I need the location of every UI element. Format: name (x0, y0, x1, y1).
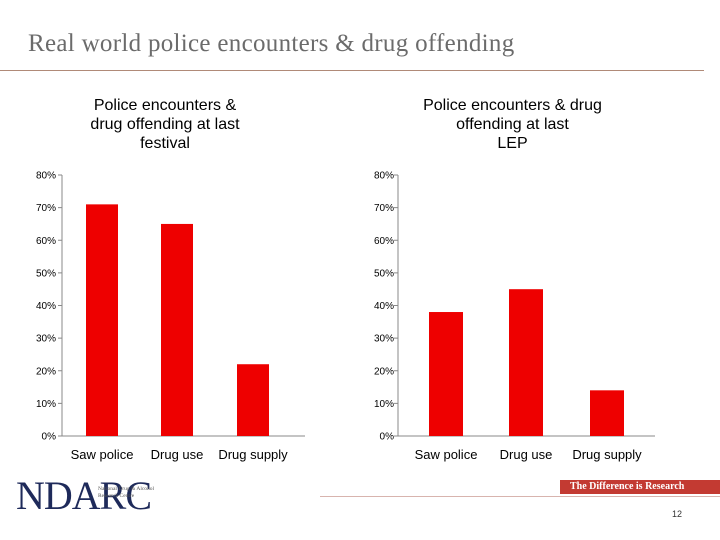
chart-2-title-line: offending at last (456, 116, 569, 133)
slide-title: Real world police encounters & drug offe… (28, 30, 515, 57)
bar (590, 390, 624, 436)
page-number: 12 (672, 509, 683, 519)
chart-1-title-line: drug offending at last (90, 116, 240, 133)
tagline-text: The Difference is Research (570, 481, 685, 492)
y-tick-label: 10% (374, 399, 394, 410)
y-tick-label: 30% (36, 334, 56, 345)
logo-wordmark: NDARC (16, 473, 152, 518)
bar (429, 312, 463, 436)
y-tick-label: 40% (36, 301, 56, 312)
y-tick-label: 60% (36, 236, 56, 247)
chart-1-title: Police encounters & drug offending at la… (50, 96, 280, 153)
chart-1-title-line: Police encounters & (93, 97, 237, 114)
x-category-label: Drug use (151, 447, 204, 462)
bar (237, 364, 269, 436)
y-tick-label: 80% (36, 171, 56, 182)
chart-1-title-line: festival (140, 135, 190, 152)
y-tick-label: 0% (42, 432, 57, 443)
tagline-banner (560, 480, 720, 494)
y-tick-label: 0% (380, 432, 395, 443)
chart-2-title: Police encounters & drug offending at la… (390, 96, 635, 153)
chart-2-title-line: LEP (497, 135, 528, 152)
bar (86, 204, 118, 436)
y-tick-label: 20% (36, 366, 56, 377)
y-tick-label: 40% (374, 301, 394, 312)
y-tick-label: 70% (374, 203, 394, 214)
y-tick-label: 80% (374, 171, 394, 182)
y-tick-label: 30% (374, 334, 394, 345)
y-tick-label: 10% (36, 399, 56, 410)
chart-2-title-line: Police encounters & drug (423, 97, 602, 114)
x-category-label: Saw police (71, 447, 134, 462)
y-tick-label: 60% (374, 236, 394, 247)
y-tick-label: 20% (374, 366, 394, 377)
x-category-label: Drug supply (218, 447, 288, 462)
title-divider (0, 70, 704, 71)
x-category-label: Drug use (500, 447, 553, 462)
y-tick-label: 70% (36, 203, 56, 214)
x-category-label: Saw police (415, 447, 478, 462)
y-tick-label: 50% (36, 268, 56, 279)
footer-divider (320, 496, 720, 497)
bar (509, 289, 543, 436)
y-tick-label: 50% (374, 268, 394, 279)
ndarc-logo: NDARC National Drug & Alcohol Research C… (16, 476, 158, 516)
x-category-label: Drug supply (572, 447, 642, 462)
bar (161, 223, 193, 436)
logo-subtitle: National Drug & Alcohol Research Centre (98, 486, 155, 499)
